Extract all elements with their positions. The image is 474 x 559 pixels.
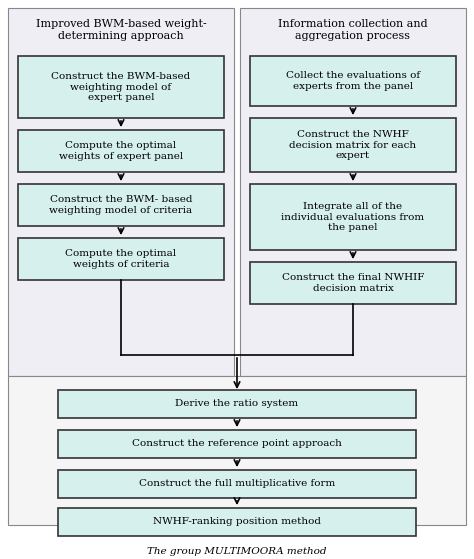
Bar [250,118,456,172]
Text: Collect the evaluations of
experts from the panel: Collect the evaluations of experts from … [286,72,420,91]
Text: Integrate all of the
individual evaluations from
the panel: Integrate all of the individual evaluati… [282,202,425,232]
Bar [58,470,416,498]
Bar [18,238,224,280]
Bar [18,130,224,172]
Text: Compute the optimal
weights of expert panel: Compute the optimal weights of expert pa… [59,141,183,160]
Bar [18,184,224,226]
Bar [250,56,456,106]
Bar [58,508,416,536]
Text: Construct the final NWHIF
decision matrix: Construct the final NWHIF decision matri… [282,273,424,293]
Text: Compute the optimal
weights of criteria: Compute the optimal weights of criteria [65,249,176,269]
Bar [240,8,466,376]
Text: Information collection and
aggregation process: Information collection and aggregation p… [278,19,428,41]
Text: Derive the ratio system: Derive the ratio system [175,400,299,409]
Text: The group MULTIMOORA method: The group MULTIMOORA method [147,547,327,557]
Bar [58,430,416,458]
Text: Construct the full multiplicative form: Construct the full multiplicative form [139,480,335,489]
Bar [250,184,456,250]
Bar [18,56,224,118]
Text: NWHF-ranking position method: NWHF-ranking position method [153,518,321,527]
Bar [8,8,234,376]
Text: Construct the BWM- based
weighting model of criteria: Construct the BWM- based weighting model… [49,195,192,215]
Text: Construct the BWM-based
weighting model of
expert panel: Construct the BWM-based weighting model … [51,72,191,102]
Text: Construct the NWHF
decision matrix for each
expert: Construct the NWHF decision matrix for e… [290,130,417,160]
Bar [8,376,466,525]
Bar [58,390,416,418]
Bar [250,262,456,304]
Text: Construct the reference point approach: Construct the reference point approach [132,439,342,448]
Text: Improved BWM-based weight-
determining approach: Improved BWM-based weight- determining a… [36,19,206,41]
